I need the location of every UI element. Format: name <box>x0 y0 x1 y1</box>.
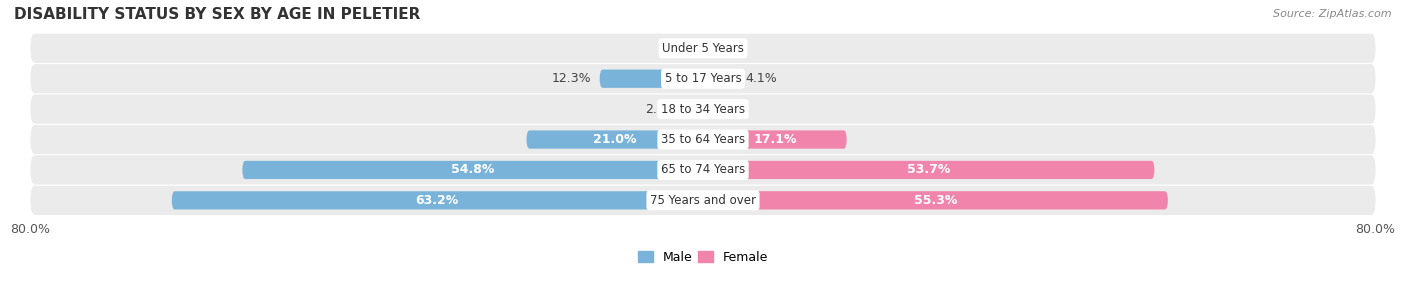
Text: 12.3%: 12.3% <box>551 72 591 85</box>
Text: 17.1%: 17.1% <box>754 133 797 146</box>
Text: 0.0%: 0.0% <box>662 42 695 55</box>
FancyBboxPatch shape <box>242 161 703 179</box>
FancyBboxPatch shape <box>599 70 703 88</box>
FancyBboxPatch shape <box>703 70 738 88</box>
Text: 21.0%: 21.0% <box>593 133 637 146</box>
FancyBboxPatch shape <box>31 155 1375 185</box>
Text: Under 5 Years: Under 5 Years <box>662 42 744 55</box>
FancyBboxPatch shape <box>526 131 703 149</box>
Text: 4.1%: 4.1% <box>745 72 778 85</box>
FancyBboxPatch shape <box>685 100 703 118</box>
Text: 63.2%: 63.2% <box>416 194 458 207</box>
FancyBboxPatch shape <box>172 191 703 210</box>
FancyBboxPatch shape <box>31 95 1375 124</box>
FancyBboxPatch shape <box>703 191 1168 210</box>
Legend: Male, Female: Male, Female <box>633 246 773 269</box>
Text: 54.8%: 54.8% <box>451 163 495 177</box>
Text: 75 Years and over: 75 Years and over <box>650 194 756 207</box>
Text: 0.0%: 0.0% <box>711 42 744 55</box>
Text: Source: ZipAtlas.com: Source: ZipAtlas.com <box>1274 9 1392 19</box>
FancyBboxPatch shape <box>31 186 1375 215</box>
Text: 5 to 17 Years: 5 to 17 Years <box>665 72 741 85</box>
Text: 0.0%: 0.0% <box>711 102 744 116</box>
FancyBboxPatch shape <box>703 131 846 149</box>
Text: 35 to 64 Years: 35 to 64 Years <box>661 133 745 146</box>
FancyBboxPatch shape <box>31 34 1375 63</box>
Text: DISABILITY STATUS BY SEX BY AGE IN PELETIER: DISABILITY STATUS BY SEX BY AGE IN PELET… <box>14 7 420 22</box>
Text: 55.3%: 55.3% <box>914 194 957 207</box>
Text: 2.1%: 2.1% <box>645 102 676 116</box>
Text: 53.7%: 53.7% <box>907 163 950 177</box>
FancyBboxPatch shape <box>703 161 1154 179</box>
FancyBboxPatch shape <box>31 64 1375 93</box>
Text: 65 to 74 Years: 65 to 74 Years <box>661 163 745 177</box>
Text: 18 to 34 Years: 18 to 34 Years <box>661 102 745 116</box>
FancyBboxPatch shape <box>31 125 1375 154</box>
